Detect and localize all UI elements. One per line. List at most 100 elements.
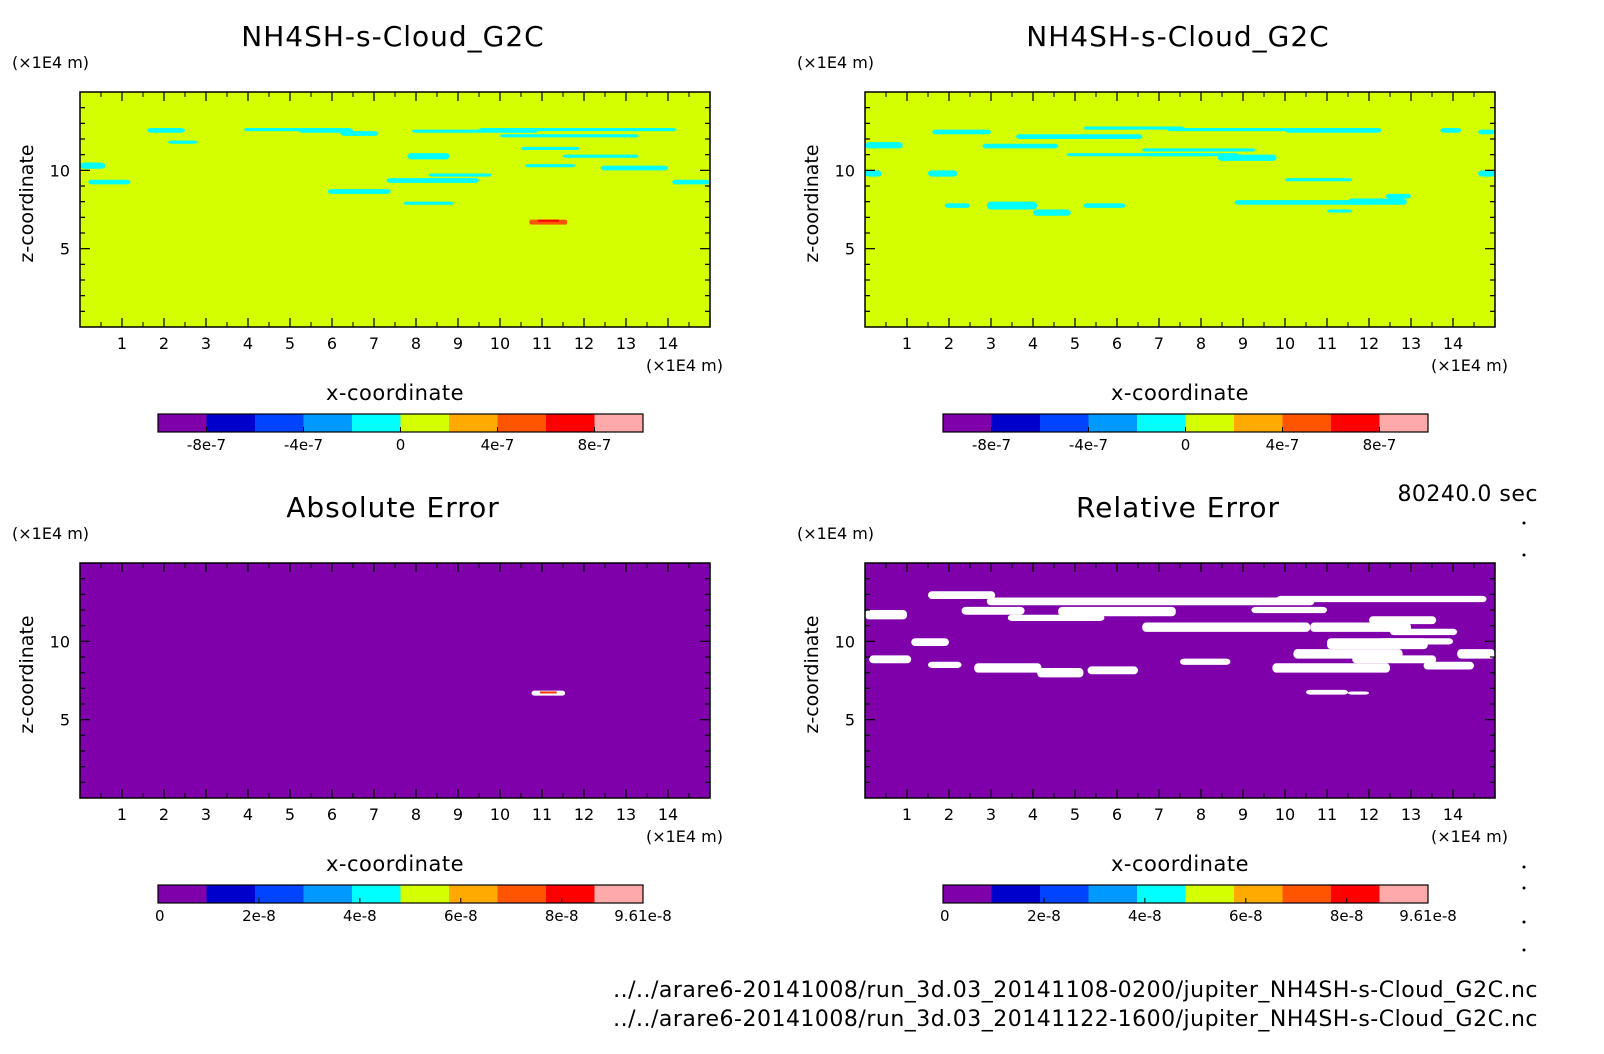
colorbar-segment [594, 885, 644, 903]
x-tick-label: 9 [453, 805, 463, 824]
colorbar-tick-label: 2e-8 [242, 907, 276, 925]
x-tick-label: 1 [117, 334, 127, 353]
colorbar-segment [1137, 414, 1186, 432]
x-unit-label: (×1E4 m) [646, 356, 723, 375]
colorbar-tick-label: 4e-8 [343, 907, 377, 925]
colorbar-tick-label: -8e-7 [187, 436, 226, 454]
colorbar-tick-label: 8e-7 [1363, 436, 1397, 454]
x-tick-label: 7 [1154, 334, 1164, 353]
colorbar-frame [157, 884, 644, 904]
x-tick-label: 5 [1070, 334, 1080, 353]
x-tick-label: 7 [369, 334, 379, 353]
y-unit-label: (×1E4 m) [797, 524, 874, 543]
y-unit-label: (×1E4 m) [12, 524, 89, 543]
x-tick-label: 14 [1443, 805, 1463, 824]
colorbar-segment [497, 414, 547, 432]
undefined-error-blob [961, 606, 1025, 615]
cloud-patch [932, 129, 991, 135]
cloud-patch [563, 154, 639, 158]
panel-title: NH4SH-s-Cloud_G2C [1026, 20, 1329, 53]
y-axis-label: z-coordinate [16, 615, 38, 733]
x-tick-label: 6 [327, 805, 337, 824]
cloud-patch [928, 170, 958, 177]
cloud-patch [403, 201, 454, 205]
colorbar-segment [255, 414, 304, 432]
cloud-patch [1385, 193, 1411, 199]
y-tick-label: 5 [845, 240, 855, 259]
x-tick-label: 9 [1238, 805, 1248, 824]
undefined-error-blob [1377, 638, 1453, 645]
y-tick-label: 10 [50, 161, 70, 180]
colorbar-segment [449, 414, 498, 432]
colorbar-tick-label: 8e-7 [578, 436, 612, 454]
colorbar-tick-label: 4e-7 [481, 436, 515, 454]
colorbar-segment [1088, 885, 1138, 903]
x-tick-label: 2 [159, 805, 169, 824]
x-tick-label: 14 [1443, 334, 1463, 353]
file-path-2: ../../arare6-20141008/run_3d.03_20141122… [613, 1007, 1538, 1032]
colorbar-segment [303, 414, 353, 432]
undefined-error-blob [986, 597, 1315, 606]
plot-area-background [80, 563, 710, 798]
cloud-patch [407, 153, 450, 160]
cloud-patch [1234, 200, 1369, 205]
x-unit-label: (×1E4 m) [646, 827, 723, 846]
edge-dot [1522, 553, 1526, 557]
cloud-patch [80, 162, 106, 169]
colorbar-segment [1331, 885, 1380, 903]
x-tick-label: 13 [616, 805, 636, 824]
x-tick-label: 5 [285, 334, 295, 353]
cloud-patch [340, 131, 379, 136]
colorbar-tick-label: 4e-8 [1128, 907, 1162, 925]
colorbar-tick-label: -4e-7 [284, 436, 323, 454]
undefined-error-blob [1037, 667, 1084, 678]
x-tick-label: 12 [1359, 805, 1379, 824]
cloud-patch [525, 164, 576, 168]
x-tick-label: 10 [490, 805, 510, 824]
colorbar-segment [1137, 885, 1186, 903]
undefined-error-blob [1423, 661, 1474, 670]
x-tick-label: 1 [117, 805, 127, 824]
x-tick-label: 4 [1028, 805, 1038, 824]
x-tick-label: 14 [658, 334, 678, 353]
cloud-patch [298, 128, 353, 133]
edge-dot [1522, 920, 1526, 924]
y-unit-label: (×1E4 m) [12, 53, 89, 72]
x-axis-label: x-coordinate [1111, 852, 1249, 876]
cloud-patch [1440, 128, 1462, 133]
panel-title: Relative Error [1076, 491, 1280, 524]
x-tick-label: 4 [243, 334, 253, 353]
colorbar-segment [400, 885, 450, 903]
colorbar-segment [546, 414, 595, 432]
cloud-patch [1348, 198, 1407, 205]
x-tick-label: 5 [1070, 805, 1080, 824]
cloud-patch [386, 178, 479, 183]
cloud-patch [1167, 128, 1294, 132]
colorbar-tick-label: 0 [940, 907, 950, 925]
colorbar-segment [546, 885, 595, 903]
x-tick-label: 10 [490, 334, 510, 353]
x-tick-label: 8 [411, 334, 421, 353]
colorbar-frame [942, 884, 1429, 904]
cloud-patch [243, 128, 316, 132]
cloud-patch [147, 128, 185, 133]
colorbar-tick-label: 8e-8 [1330, 907, 1364, 925]
colorbar-segment [497, 885, 547, 903]
colorbar-segment [943, 885, 992, 903]
colorbar-segment [1379, 414, 1429, 432]
cloud-patch [1478, 170, 1495, 177]
undefined-error-blob [974, 663, 1042, 673]
cloud-patch [1083, 126, 1185, 130]
cloud-patch [521, 146, 580, 150]
error-spot-core [539, 691, 557, 694]
colorbar-tick-label: 6e-8 [444, 907, 478, 925]
undefined-error-blob [1180, 658, 1231, 665]
colorbar-segment [991, 885, 1041, 903]
y-axis-label: z-coordinate [801, 144, 823, 262]
cloud-patch [500, 134, 639, 138]
colorbar-segment [1185, 414, 1235, 432]
colorbar-tick-label: 6e-8 [1229, 907, 1263, 925]
x-tick-label: 9 [453, 334, 463, 353]
cloud-patch [1033, 209, 1071, 216]
y-tick-label: 5 [60, 711, 70, 730]
